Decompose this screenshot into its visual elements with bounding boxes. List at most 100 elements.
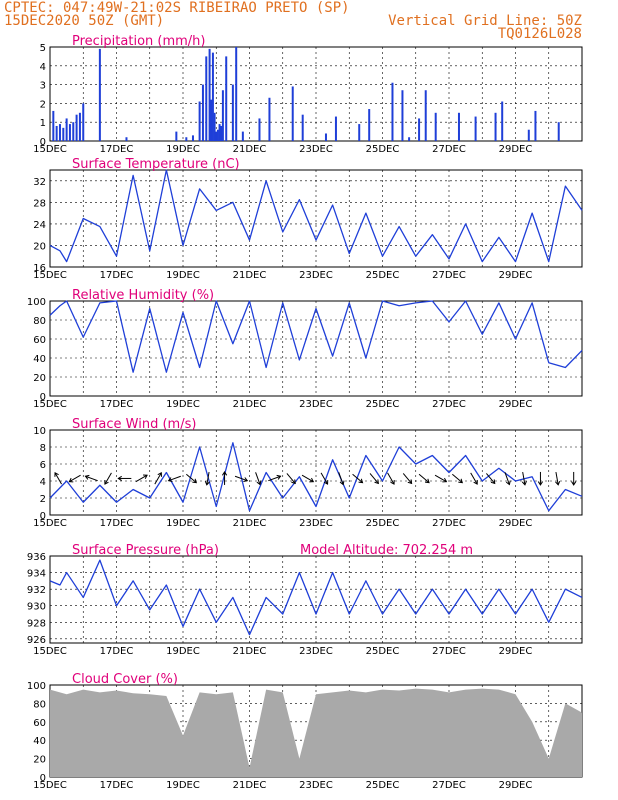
precipitation-bar [494,112,497,141]
temperature-frame [49,169,583,268]
wind-arrow-head [323,480,329,485]
precipitation-bar [198,101,201,141]
pressure-xtick: 25DEC [366,646,400,657]
wind-arrow [452,473,463,484]
wind-arrow [85,475,98,482]
precipitation-bar [72,122,75,141]
wind-arrow-head [84,474,90,480]
wind-ytick: 10 [33,426,46,437]
precipitation-xtick: 25DEC [366,144,400,155]
precipitation-bar [205,56,208,141]
cloud-cover-ytick: 80 [33,699,46,710]
precipitation-bar [75,114,78,141]
temperature-xtick: 27DEC [432,270,466,281]
pressure-xtick: 19DEC [166,646,200,657]
temperature-xtick: 23DEC [299,270,333,281]
precipitation-xtick: 15DEC [33,144,67,155]
pressure-ytick: 930 [27,602,46,613]
wind-arrow-head [521,480,527,486]
humidity-xtick: 27DEC [432,399,466,410]
pressure-ytick: 932 [27,585,46,596]
temperature-ytick: 32 [33,177,46,188]
humidity-ytick: 80 [33,316,46,327]
wind-arrow-head [167,477,173,483]
pressure-frame [49,555,583,644]
cloud-cover-xtick: 17DEC [100,780,134,791]
cloud-cover-xtick: 23DEC [299,780,333,791]
wind-arrow [186,473,197,484]
precipitation-xtick: 17DEC [100,144,134,155]
precipitation-bar [557,122,560,141]
pressure-ytick: 926 [27,635,46,646]
temperature-ytick: 20 [33,241,46,252]
precipitation-bar [208,48,211,141]
precipitation-bar [301,114,304,141]
pressure-xtick: 21DEC [233,646,267,657]
wind-arrow-head [157,472,162,477]
precipitation-bar [185,137,188,141]
wind-arrow-head [555,480,561,486]
humidity-xtick: 23DEC [299,399,333,410]
precipitation-bar [501,101,504,141]
precipitation-bar [218,124,221,141]
wind-arrow [286,473,296,484]
wind-arrow-head [390,480,395,485]
wind-xtick: 15DEC [33,518,67,529]
precipitation-bar [527,129,530,141]
wind-arrow-head [473,480,478,485]
humidity-series-line [49,300,583,373]
cloud-cover-xtick: 15DEC [33,780,67,791]
precipitation-bar [216,129,219,141]
precipitation-bar [457,112,460,141]
cloud-cover-ytick: 20 [33,755,46,766]
wind-xtick: 17DEC [100,518,134,529]
humidity-panel: 0 20 40 60 80 100 15DEC 17DEC 19DEC 21DEC 23DEC 25D… [27,288,583,410]
cloud-cover-xtick: 21DEC [233,780,267,791]
temperature-series-line [49,169,583,263]
pressure-xtick: 17DEC [100,646,134,657]
precipitation-ytick: 3 [40,81,46,92]
precipitation-bar [534,110,537,141]
wind-arrow [369,473,379,484]
humidity-ytick: 60 [33,335,46,346]
wind-arrow-head [192,478,198,484]
wind-arrow [104,472,112,485]
pressure-xtick: 27DEC [432,646,466,657]
temperature-xtick: 19DEC [166,270,200,281]
precipitation-bar [221,90,224,141]
wind-arrow [522,471,526,485]
temperature-xtick: 29DEC [499,270,533,281]
wind-arrow [486,473,496,484]
precipitation-bar [211,52,214,141]
wind-arrow [135,474,148,483]
wind-arrow [352,473,363,484]
wind-arrow [268,475,281,482]
cloud-cover-title: Cloud Cover (%) [72,672,178,687]
wind-arrow [69,474,81,483]
precipitation-bar [210,99,213,141]
precipitation-ytick: 5 [40,43,46,54]
wind-arrow-head [143,474,148,479]
precipitation-bar [474,116,477,141]
wind-arrow [320,472,328,485]
wind-arrow [434,474,447,483]
wind-series-line [49,442,583,512]
wind-arrow-head [221,471,228,476]
humidity-ytick: 40 [33,354,46,365]
precipitation-bar [401,90,404,141]
precipitation-bar [65,118,68,141]
wind-xtick: 25DEC [366,518,400,529]
wind-arrow-head [374,479,379,485]
pressure-series-line [49,559,583,636]
temperature-ytick: 24 [33,220,46,231]
precipitation-bar [191,135,194,141]
precipitation-xtick: 23DEC [299,144,333,155]
wind-ytick: 4 [40,477,46,488]
precipitation-ytick: 4 [40,62,46,73]
wind-arrow [418,473,430,484]
wind-arrow-head [54,472,59,477]
temperature-ytick: 28 [33,198,46,209]
header-model-id: TQ0126L028 [498,26,582,42]
precipitation-bar [334,116,337,141]
